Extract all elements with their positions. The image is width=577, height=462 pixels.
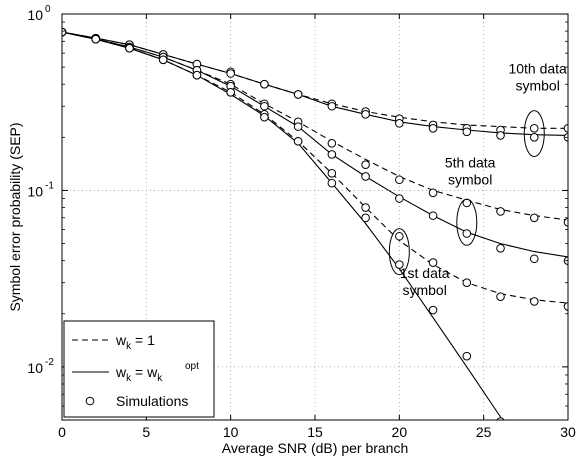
- curve-wk-1: [62, 31, 568, 304]
- simulation-marker: [361, 203, 370, 212]
- curves: [62, 31, 568, 420]
- y-tick-label: 10: [27, 360, 43, 376]
- simulation-marker: [496, 131, 505, 140]
- x-tick-label: 10: [223, 424, 239, 440]
- simulation-marker: [395, 231, 404, 241]
- y-tick-exponent: -1: [45, 180, 54, 191]
- simulation-marker: [91, 34, 101, 44]
- simulation-marker: [293, 136, 303, 146]
- simulation-marker: [395, 194, 404, 203]
- simulation-marker: [563, 217, 568, 227]
- simulation-marker: [428, 124, 438, 133]
- simulation-markers: [62, 27, 568, 420]
- simulation-marker: [428, 305, 438, 315]
- simulation-marker: [260, 101, 269, 111]
- simulation-marker: [496, 292, 505, 301]
- legend-marker: [85, 396, 95, 406]
- x-tick-label: 5: [142, 424, 150, 440]
- legend-label: wk = 1: [115, 332, 155, 352]
- y-tick-label: 10: [27, 183, 43, 199]
- x-axis-label: Average SNR (dB) per branch: [222, 440, 409, 456]
- simulation-marker: [462, 229, 472, 238]
- y-tick-exponent: 0: [45, 4, 51, 15]
- x-tick-label: 25: [476, 424, 492, 440]
- annotation-label: 5th data: [445, 154, 496, 170]
- simulation-marker: [361, 160, 370, 169]
- annotation-ellipse: [523, 110, 545, 158]
- curve-wk-1: [62, 31, 568, 129]
- y-tick-exponent: -2: [45, 357, 54, 368]
- simulation-marker: [529, 254, 539, 264]
- simulation-marker: [293, 90, 303, 99]
- simulation-marker: [428, 258, 438, 267]
- simulation-marker: [158, 55, 168, 65]
- simulation-marker: [462, 127, 472, 137]
- simulation-marker: [327, 150, 337, 159]
- simulation-marker: [462, 278, 472, 288]
- simulation-marker: [462, 351, 472, 361]
- simulation-marker: [529, 133, 539, 142]
- legend-label: wk = wk: [115, 364, 163, 384]
- simulation-marker: [428, 211, 438, 220]
- simulation-marker: [428, 188, 438, 198]
- simulation-marker: [327, 101, 337, 111]
- curve-wk-1: [62, 31, 568, 221]
- annotation-ellipse: [456, 198, 478, 246]
- simulation-marker: [260, 112, 269, 122]
- simulation-marker: [361, 213, 370, 223]
- curve-wk-opt: [62, 31, 568, 136]
- annotation-label: symbol: [515, 78, 559, 94]
- annotation-label: 1st data: [400, 265, 450, 281]
- annotation-ellipse: [388, 228, 410, 276]
- simulation-marker: [529, 124, 539, 133]
- x-tick-label: 0: [58, 424, 66, 440]
- simulation-marker: [529, 297, 539, 306]
- simulation-marker: [226, 87, 235, 97]
- simulation-marker: [192, 70, 202, 80]
- curve-wk-opt: [62, 31, 568, 258]
- simulation-marker: [125, 43, 134, 53]
- annotation-label: 10th data: [508, 61, 567, 77]
- simulation-marker: [226, 69, 235, 78]
- x-tick-label: 15: [307, 424, 323, 440]
- legend-superscript: opt: [185, 361, 199, 372]
- simulation-marker: [563, 124, 568, 133]
- simulation-marker: [361, 110, 370, 119]
- simulation-marker: [563, 302, 568, 311]
- simulation-marker: [395, 260, 404, 269]
- simulation-marker: [496, 417, 505, 420]
- simulation-marker: [293, 122, 303, 131]
- annotation-label: symbol: [402, 282, 446, 298]
- x-tick-label: 30: [560, 424, 576, 440]
- y-tick-label: 10: [27, 7, 43, 23]
- simulation-marker: [260, 79, 269, 89]
- annotation-label: symbol: [448, 171, 492, 187]
- simulation-marker: [529, 213, 539, 223]
- simulation-marker: [496, 207, 505, 216]
- simulation-marker: [361, 172, 370, 181]
- simulation-marker: [395, 175, 404, 185]
- simulation-marker: [327, 169, 337, 178]
- simulation-marker: [395, 119, 404, 128]
- simulation-marker: [496, 243, 505, 253]
- simulation-marker: [327, 139, 337, 148]
- simulation-marker: [327, 178, 337, 188]
- legend: wk = 1 wk = wk opt Simulations: [63, 320, 215, 418]
- y-axis-label: Symbol error probability (SEP): [7, 122, 23, 311]
- legend-label: Simulations: [116, 393, 188, 409]
- x-tick-label: 20: [392, 424, 408, 440]
